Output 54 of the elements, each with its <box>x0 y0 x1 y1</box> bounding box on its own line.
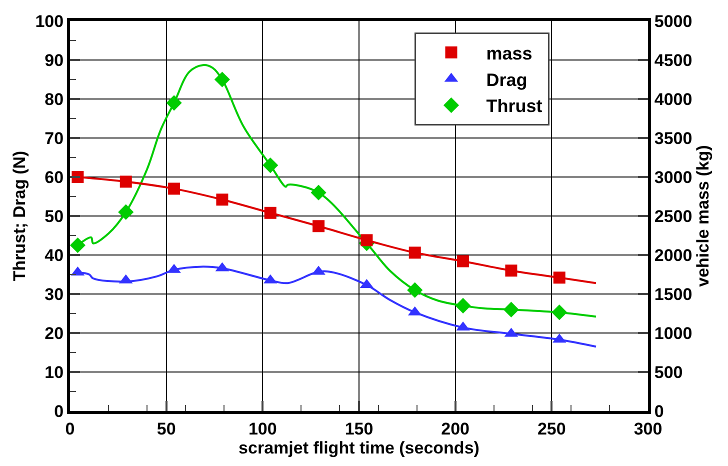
y2-tick-label: 1000 <box>654 324 692 343</box>
point <box>457 255 470 268</box>
x-tick-label: 100 <box>248 419 277 438</box>
y-tick-label: 100 <box>35 12 64 31</box>
y-tick-label: 60 <box>44 168 64 187</box>
y-tick-label: 30 <box>44 284 64 304</box>
y-tick-label: 70 <box>44 128 64 148</box>
y-axis-title: Thrust; Drag (N) <box>10 150 29 282</box>
point <box>505 264 518 277</box>
y-tick-label: 90 <box>44 50 64 70</box>
point <box>312 220 325 232</box>
x-tick-label: 50 <box>156 419 176 438</box>
y2-tick-label: 2000 <box>654 246 692 265</box>
y-tick-label: 80 <box>44 90 64 109</box>
point <box>408 246 421 259</box>
y-tick-label: 40 <box>44 246 64 265</box>
point <box>264 206 276 219</box>
point <box>310 184 326 200</box>
y2-tick-label: 3500 <box>654 128 692 148</box>
x-tick-label: 300 <box>634 419 662 438</box>
legend-label: Thrust <box>486 96 542 116</box>
x-tick-label: 250 <box>537 419 566 438</box>
y-tick-label: 20 <box>44 324 64 343</box>
point <box>168 182 180 195</box>
x-axis-title: scramjet flight time (seconds) <box>238 438 480 458</box>
y2-tick-label: 500 <box>654 362 683 382</box>
y-tick-label: 50 <box>44 206 64 226</box>
legend-label: mass <box>486 43 532 64</box>
point <box>216 194 228 206</box>
point <box>166 95 182 111</box>
y2-tick-label: 2500 <box>654 206 692 226</box>
y2-tick-label: 0 <box>654 402 664 421</box>
legend-label: Drag <box>486 70 528 90</box>
y2-tick-label: 4000 <box>654 90 692 109</box>
point <box>553 272 566 284</box>
y2-axis-title: vehicle mass (kg) <box>694 145 713 287</box>
point <box>118 204 134 220</box>
point <box>503 302 520 318</box>
point <box>407 282 423 298</box>
y2-tick-label: 1500 <box>654 284 692 304</box>
point <box>120 176 132 188</box>
y-tick-label: 10 <box>44 362 64 382</box>
y2-tick-label: 4500 <box>654 50 692 70</box>
point <box>262 158 278 174</box>
x-tick-label: 150 <box>344 419 374 438</box>
point <box>552 304 568 320</box>
point <box>455 298 471 314</box>
point <box>70 237 86 254</box>
x-tick-label: 200 <box>441 419 470 438</box>
y-tick-label: 0 <box>54 402 64 421</box>
point <box>214 72 230 88</box>
point <box>360 234 373 246</box>
y2-tick-label: 3000 <box>654 168 692 187</box>
y2-tick-label: 5000 <box>654 12 692 31</box>
